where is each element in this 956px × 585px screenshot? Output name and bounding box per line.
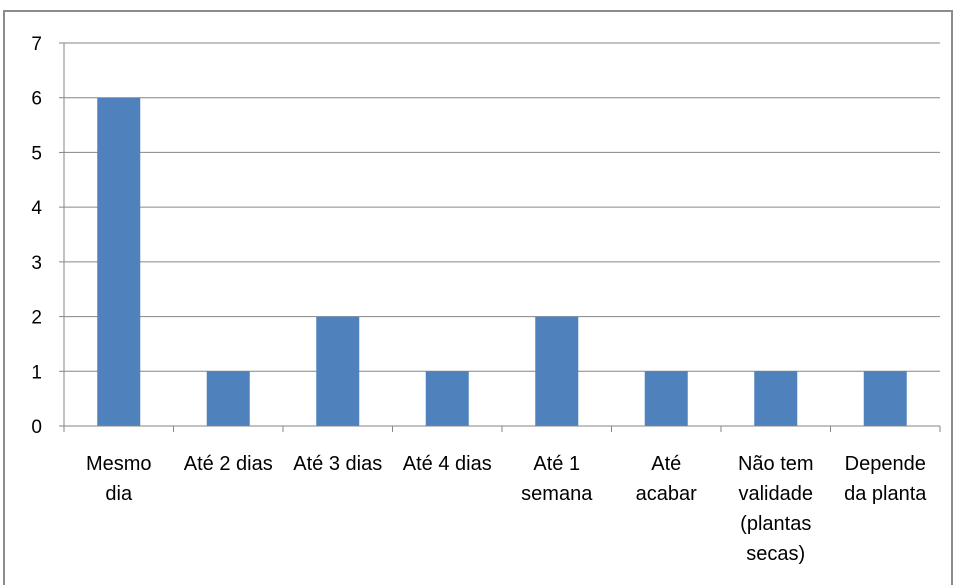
bar xyxy=(863,371,907,426)
x-category-label: Até acabar xyxy=(636,453,697,505)
y-tick-label: 4 xyxy=(31,198,42,219)
chart-frame xyxy=(3,10,953,585)
y-tick-labels: 0 1 2 3 4 5 6 7 xyxy=(31,34,42,438)
x-category-label: Até 2 dias xyxy=(184,453,273,475)
axes xyxy=(59,42,941,432)
x-category-label: Até 3 dias xyxy=(293,453,382,475)
y-tick-label: 7 xyxy=(31,34,42,55)
x-category-label: Até 1 semana xyxy=(521,453,593,505)
y-tick-label: 0 xyxy=(31,417,42,438)
x-category-label: Até 4 dias xyxy=(403,453,492,475)
y-tick-label: 5 xyxy=(31,143,42,164)
bar xyxy=(425,371,469,426)
y-tick-label: 6 xyxy=(31,89,42,110)
bar xyxy=(97,97,141,426)
bar xyxy=(535,316,579,426)
y-tick-label: 1 xyxy=(31,362,42,383)
bar xyxy=(206,371,250,426)
bar xyxy=(316,316,360,426)
bars xyxy=(97,97,907,426)
bar xyxy=(644,371,688,426)
y-tick-label: 3 xyxy=(31,253,42,274)
x-category-label: Não tem validade (plantas secas) xyxy=(738,453,814,565)
y-tick-label: 2 xyxy=(31,308,42,329)
x-category-label: Mesmo dia xyxy=(86,453,152,505)
x-category-label: Depende da planta xyxy=(844,453,927,505)
x-category-labels: Mesmo dia Até 2 dias Até 3 dias Até 4 dias At… xyxy=(86,453,927,565)
bar xyxy=(754,371,798,426)
grid-lines xyxy=(64,42,940,372)
